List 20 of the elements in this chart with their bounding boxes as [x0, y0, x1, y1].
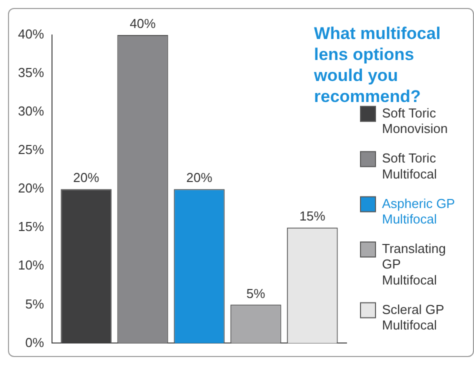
data-label: 20%: [73, 170, 100, 186]
y-tick-label: 35%: [18, 65, 44, 80]
data-label: 40%: [130, 16, 156, 32]
data-label: 5%: [246, 286, 266, 301]
legend-label: Soft Toric Monovision: [382, 105, 448, 136]
legend-label: Scleral GP Multifocal: [382, 302, 444, 332]
legend-label: Soft Toric Multifocal: [382, 150, 438, 182]
y-tick-label: 5%: [25, 296, 44, 312]
y-tick-label: 0%: [25, 334, 44, 350]
y-tick-label: 30%: [18, 104, 44, 119]
y-tick-label: 25%: [18, 142, 44, 158]
text: What multifocal lens options would you recommend?: [314, 23, 442, 107]
y-tick-label: 15%: [18, 219, 44, 234]
y-tick-label: 20%: [18, 180, 44, 196]
legend-label: Translating GP Multifocal: [382, 241, 446, 288]
y-tick-label: 40%: [18, 26, 44, 42]
data-label: 15%: [299, 208, 326, 224]
legend-label: Aspheric GP Multifocal: [382, 196, 455, 226]
y-tick-label: 10%: [18, 258, 44, 273]
data-label: 20%: [186, 170, 213, 186]
